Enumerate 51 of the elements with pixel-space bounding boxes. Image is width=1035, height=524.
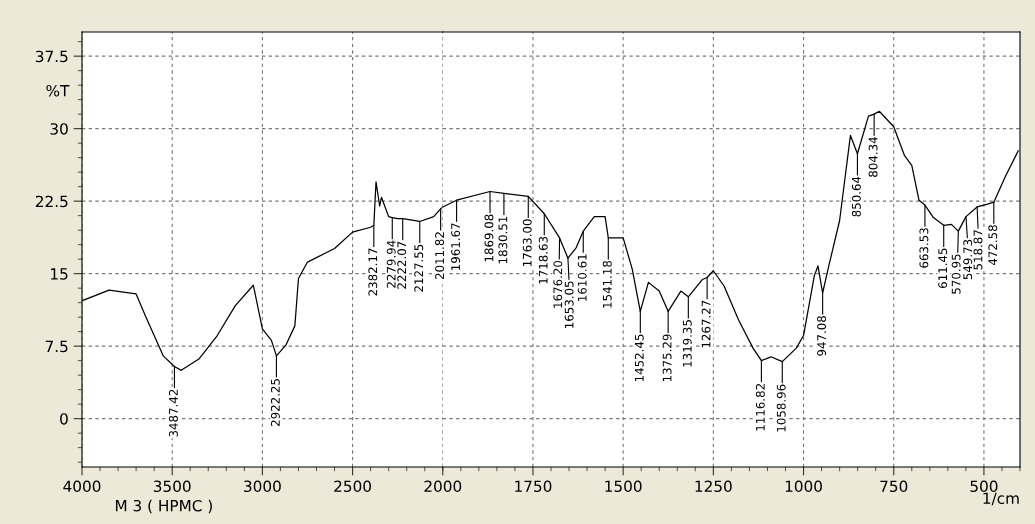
x-tick-label: 500: [970, 480, 998, 493]
y-tick-label: 22.5: [35, 195, 68, 208]
annotation: 549.73: [963, 239, 973, 280]
annotation: 1763.00: [522, 219, 532, 267]
annotation: 1653.05: [564, 281, 574, 328]
y-tick-label: 15: [51, 268, 68, 280]
annotation: 1058.96: [776, 384, 786, 432]
annotation: 611.45: [938, 248, 948, 289]
annotation: 2011.82: [435, 232, 445, 280]
annotation: 1610.61: [577, 254, 587, 301]
annotation: 1452.45: [634, 334, 644, 382]
x-tick-label: 750: [880, 480, 908, 493]
x-tick-label: 4000: [63, 480, 101, 493]
annotation: 2127.55: [414, 244, 424, 292]
x-tick-label: 2500: [334, 480, 371, 493]
x-axis-title: 1/cm: [983, 492, 1019, 506]
annotation: 1961.67: [451, 223, 461, 270]
y-tick-label: 0: [60, 413, 68, 425]
annotation: 850.64: [851, 176, 861, 217]
x-tick-label: 1750: [515, 480, 552, 493]
annotation: 1676.20: [553, 260, 563, 308]
y-axis-title: %T: [46, 84, 70, 97]
y-tick-label: 7.5: [45, 340, 68, 353]
text: M 3 ( HPMC ): [115, 499, 212, 514]
annotation: 1869.08: [484, 214, 494, 262]
annotation: 2382.17: [368, 248, 378, 296]
x-tick-label: 3000: [244, 480, 281, 493]
x-tick-label: 1500: [605, 480, 642, 493]
annotation: 3487.42: [168, 389, 178, 437]
y-tick-label: 30: [50, 123, 68, 135]
annotation: 1718.63: [538, 236, 548, 284]
annotation: 1830.51: [498, 216, 508, 264]
annotation: 2279.94: [386, 240, 396, 288]
x-tick-label: 2000: [424, 480, 462, 493]
annotation: 1267.27: [701, 300, 711, 348]
annotation: 518.87: [973, 230, 983, 270]
y-tick-label: 37.5: [35, 50, 68, 63]
annotation: 663.53: [919, 228, 929, 268]
annotation: 570.95: [951, 254, 961, 294]
annotation: 947.08: [817, 316, 827, 356]
annotation: 472.58: [988, 225, 998, 266]
x-tick-label: 1000: [785, 480, 822, 493]
annotation: 1541.18: [602, 260, 612, 308]
annotation: 1319.35: [682, 320, 692, 367]
annotation: 2222.07: [397, 241, 407, 289]
annotation: 1375.29: [662, 334, 672, 382]
annotation: 804.34: [868, 137, 878, 177]
annotation: 1116.82: [755, 384, 765, 431]
x-tick-label: 1250: [695, 480, 732, 493]
annotation: 2922.25: [270, 379, 280, 427]
x-tick-label: 3500: [153, 480, 191, 493]
